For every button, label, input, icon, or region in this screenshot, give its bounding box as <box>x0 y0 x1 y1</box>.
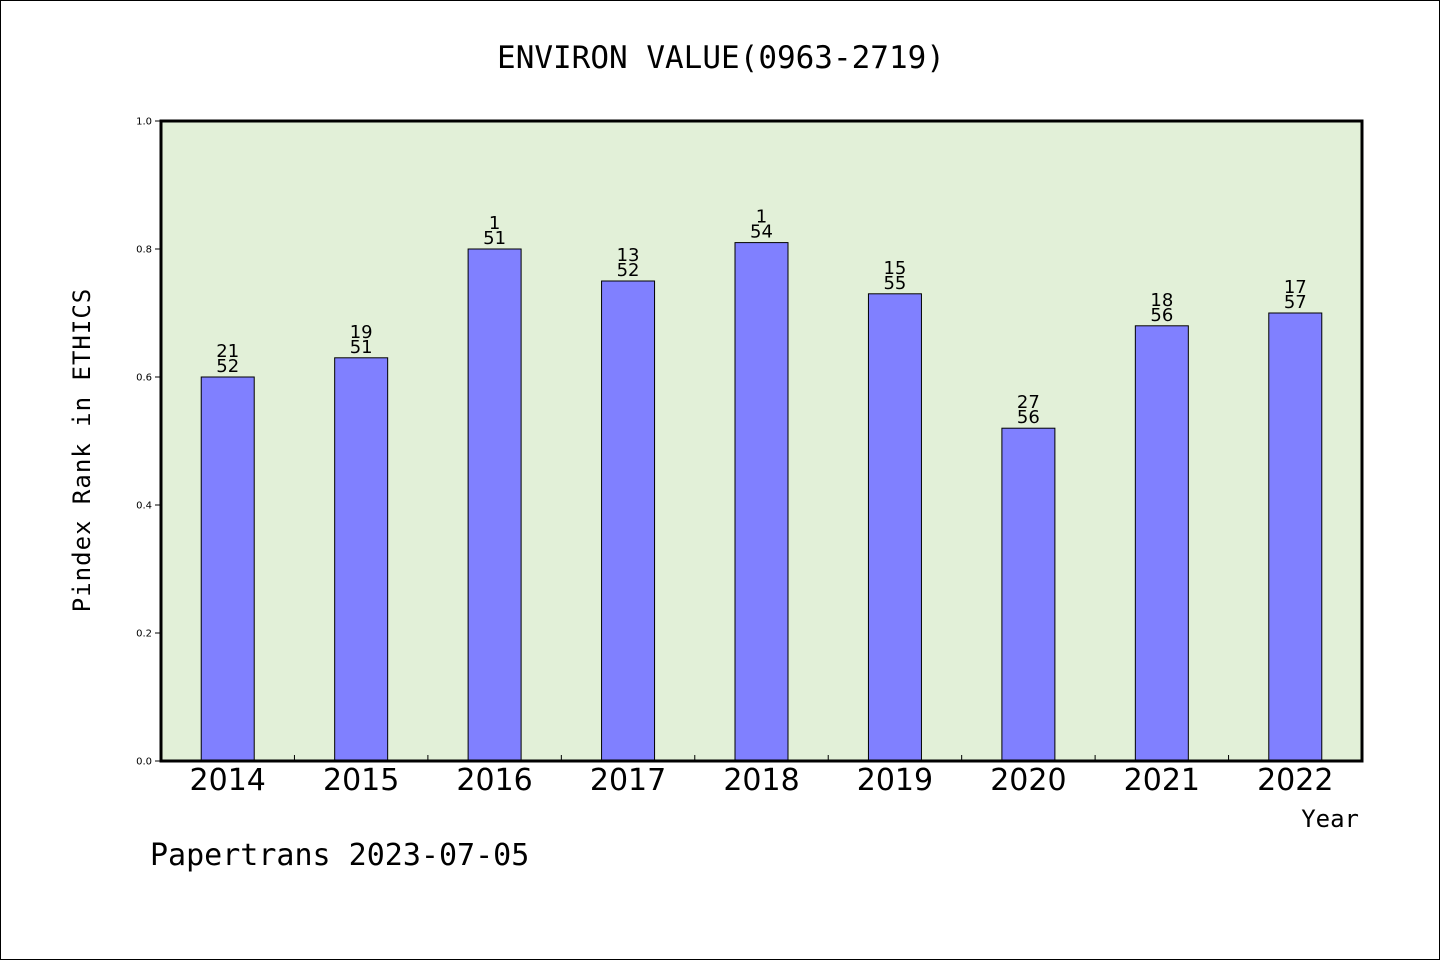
y-tick-label: 0.2 <box>136 629 152 640</box>
footer-note: Papertrans 2023-07-05 <box>150 838 529 873</box>
bar-label-top: 17 <box>1284 277 1307 298</box>
y-axis-label: Pindex Rank in ETHICS <box>68 288 96 612</box>
x-tick-label: 2016 <box>456 763 532 798</box>
plot-border <box>159 119 1364 763</box>
x-tick-label: 2021 <box>1124 763 1200 798</box>
x-axis: 2014 2015 2016 2017 2018 2019 2020 2021 2022 <box>190 755 1333 798</box>
x-axis-label: Year <box>1301 805 1359 833</box>
bar-2014 <box>200 376 255 762</box>
bar-2016 <box>467 248 522 762</box>
bar-2019 <box>867 293 922 762</box>
bar-label-bottom: 52 <box>216 356 239 377</box>
y-axis: 0.0 0.2 0.4 0.6 0.8 1.0 <box>136 117 161 768</box>
chart-title: ENVIRON VALUE(0963-2719) <box>497 40 945 76</box>
x-tick-label: 2014 <box>190 763 266 798</box>
bar-label-top: 15 <box>883 258 906 279</box>
bars-group <box>200 242 1323 762</box>
bar-2018 <box>734 242 789 762</box>
bar-label-top: 1 <box>489 213 500 234</box>
bar-label-top: 18 <box>1150 290 1173 311</box>
x-tick-label: 2019 <box>857 763 933 798</box>
bar-2021 <box>1134 325 1189 762</box>
x-tick-label: 2018 <box>723 763 799 798</box>
bar-2015 <box>334 357 389 762</box>
bar-2020 <box>1001 427 1056 762</box>
bar-label-top: 27 <box>1017 392 1040 413</box>
x-tick-label: 2022 <box>1257 763 1333 798</box>
y-tick-label: 0.0 <box>136 757 152 768</box>
bar-label-bottom: 51 <box>350 337 373 358</box>
bar-label-bottom: 54 <box>750 222 773 243</box>
bar-label-bottom: 56 <box>1150 305 1173 326</box>
y-tick-label: 0.8 <box>136 245 152 256</box>
y-tick-label: 0.4 <box>136 501 152 512</box>
bar-label-bottom: 51 <box>483 228 506 249</box>
bar-label-top: 13 <box>617 245 640 266</box>
bar-label-bottom: 57 <box>1284 292 1307 313</box>
y-tick-label: 0.6 <box>136 373 152 384</box>
x-tick-label: 2017 <box>590 763 666 798</box>
bar-2017 <box>601 280 656 762</box>
x-tick-label: 2015 <box>323 763 399 798</box>
bar-label-bottom: 52 <box>617 260 640 281</box>
y-tick-label: 1.0 <box>136 117 152 128</box>
x-tick-label: 2020 <box>990 763 1066 798</box>
bar-label-top: 21 <box>216 341 239 362</box>
bar-label-top: 19 <box>350 322 373 343</box>
bar-label-bottom: 55 <box>883 273 906 294</box>
bar-2022 <box>1268 312 1323 762</box>
bar-label-top: 1 <box>756 207 767 228</box>
bar-label-bottom: 56 <box>1017 407 1040 428</box>
